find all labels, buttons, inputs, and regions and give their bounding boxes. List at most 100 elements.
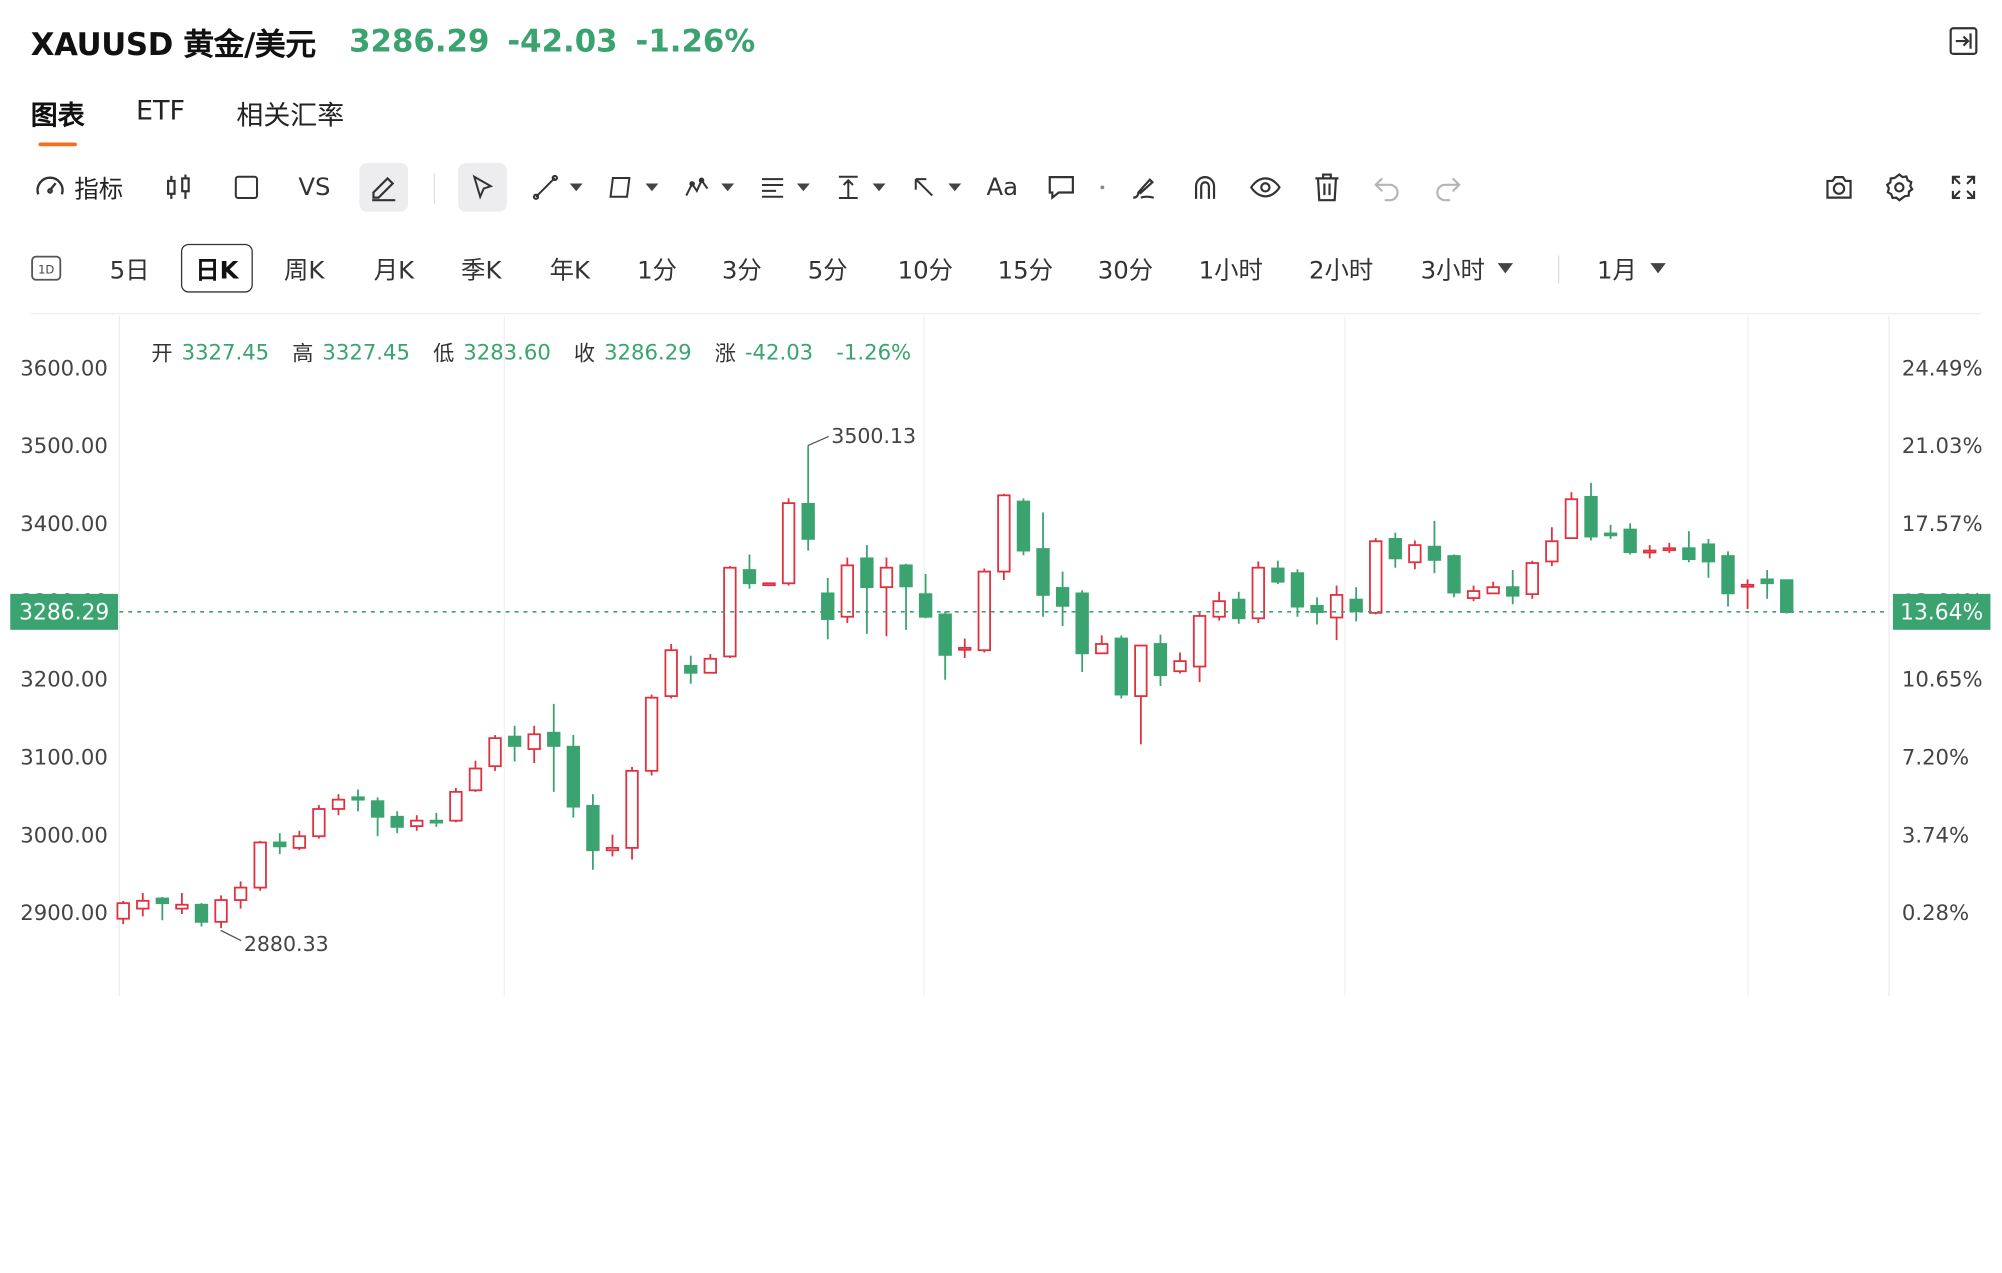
- tab-related-fx[interactable]: 相关汇率: [236, 100, 345, 131]
- period-2h[interactable]: 2小时: [1308, 256, 1374, 285]
- cursor-tool-button[interactable]: [458, 162, 507, 212]
- candle-up: [1212, 600, 1226, 618]
- candle-up: [664, 649, 678, 698]
- period-15min[interactable]: 15分: [997, 256, 1054, 285]
- candle-down: [684, 664, 698, 674]
- arrow-icon: [910, 173, 938, 201]
- fullscreen-button[interactable]: [1939, 163, 1988, 212]
- y-tick-label: 3600.00: [20, 355, 108, 380]
- arrow-tool-button[interactable]: [905, 163, 967, 212]
- current-pct-tag: [1892, 593, 1991, 630]
- period-daily[interactable]: 日K: [180, 243, 253, 293]
- period-monthly[interactable]: 月K: [373, 256, 415, 285]
- candle-down: [566, 745, 581, 808]
- period-5d[interactable]: 5日: [109, 256, 150, 285]
- candle-down: [1506, 586, 1520, 597]
- candle-down: [1153, 643, 1168, 677]
- candle-up: [214, 899, 228, 923]
- delete-drawings-button[interactable]: [1303, 163, 1352, 212]
- screenshot-button[interactable]: [1815, 163, 1864, 212]
- vs-label: VS: [298, 173, 331, 202]
- settings-button[interactable]: [1875, 163, 1924, 212]
- candle-up: [1192, 615, 1207, 668]
- header: XAUUSD 黄金/美元 3286.29 -42.03 -1.26%: [31, 15, 755, 66]
- rectangle-tool-button[interactable]: [222, 163, 271, 212]
- candle-up: [625, 769, 639, 849]
- period-yearly[interactable]: 年K: [549, 256, 590, 285]
- candle-down: [1701, 543, 1716, 563]
- tab-chart[interactable]: 图表: [31, 95, 85, 147]
- draw-tool-button[interactable]: [359, 162, 409, 212]
- period-1min[interactable]: 1分: [637, 256, 678, 285]
- magnet-button[interactable]: [1181, 163, 1230, 212]
- period-10min[interactable]: 10分: [897, 256, 953, 285]
- open-label: 开: [151, 341, 173, 366]
- redo-button[interactable]: [1423, 163, 1472, 212]
- pattern-tool-button[interactable]: [678, 163, 740, 212]
- candle-up: [879, 566, 894, 589]
- measure-tool-button[interactable]: [829, 163, 891, 212]
- pct-tick-label: 7.20%: [1902, 745, 1969, 770]
- text-tool-button[interactable]: Aa: [978, 163, 1027, 212]
- candle-up: [1329, 594, 1344, 619]
- price-change: -42.03: [507, 23, 618, 60]
- candle-up: [488, 737, 502, 768]
- candle-up: [1662, 547, 1676, 552]
- main-tabs: 图表 ETF 相关汇率: [31, 94, 396, 147]
- candle-up: [703, 657, 717, 674]
- candle-up: [175, 903, 189, 910]
- brush-tool-button[interactable]: [1119, 163, 1168, 212]
- shape-tool-button[interactable]: [602, 163, 664, 212]
- candle-up: [253, 841, 267, 889]
- fib-tool-button[interactable]: [753, 163, 815, 212]
- candle-down: [1623, 528, 1637, 554]
- high-value: 3327.45: [322, 339, 410, 364]
- candle-up: [1408, 544, 1422, 564]
- brush-icon: [1128, 172, 1159, 203]
- candle-down: [1055, 587, 1070, 607]
- chart-toolbar: 指标 VS: [26, 162, 1990, 214]
- period-30min[interactable]: 30分: [1097, 256, 1154, 285]
- range-label: 1月: [1597, 256, 1637, 285]
- current-pct-label: 13.64%: [1900, 601, 1983, 626]
- period-weekly[interactable]: 周K: [283, 256, 325, 285]
- period-quarterly[interactable]: 季K: [461, 256, 502, 285]
- candle-up: [1251, 566, 1265, 620]
- low-marker-label: 2880.33: [244, 932, 329, 956]
- toolbar-divider: [433, 173, 436, 205]
- candle-down: [938, 613, 952, 656]
- indicator-button[interactable]: 指标: [28, 163, 128, 212]
- vs-compare-button[interactable]: VS: [290, 163, 339, 212]
- comment-tool-button[interactable]: [1037, 163, 1086, 212]
- candle-down: [1036, 548, 1050, 596]
- chevron-down-icon: [872, 183, 886, 192]
- visibility-button[interactable]: [1241, 163, 1290, 212]
- last-price: 3286.29: [349, 23, 490, 60]
- period-3h-label: 3小时: [1420, 256, 1485, 285]
- svg-text:1D: 1D: [38, 262, 54, 276]
- candle-up: [468, 767, 483, 792]
- y-tick-label: 3000.00: [20, 822, 108, 847]
- period-1h[interactable]: 1小时: [1198, 256, 1263, 285]
- period-3h-dropdown[interactable]: 3小时: [1409, 244, 1525, 293]
- candle-up: [840, 564, 854, 618]
- close-label: 收: [573, 341, 596, 366]
- candle-type-button[interactable]: [154, 163, 203, 212]
- y-tick-label: 2900.00: [20, 900, 108, 925]
- period-1d-badge[interactable]: 1D: [31, 244, 62, 293]
- candle-up: [1466, 590, 1481, 599]
- undo-button[interactable]: [1363, 163, 1412, 212]
- candle-up: [449, 790, 463, 822]
- period-5min[interactable]: 5分: [807, 256, 848, 285]
- tab-etf[interactable]: ETF: [136, 94, 186, 126]
- period-3min[interactable]: 3分: [721, 256, 762, 285]
- cursor-icon: [468, 173, 496, 201]
- candle-down: [1780, 579, 1794, 613]
- trend-line-button[interactable]: [526, 163, 588, 212]
- fullscreen-icon: [1949, 173, 1977, 201]
- range-dropdown[interactable]: 1月: [1586, 244, 1676, 293]
- candle-down: [918, 593, 933, 618]
- collapse-panel-icon[interactable]: [1948, 26, 1979, 57]
- candle-up: [1643, 549, 1657, 554]
- candlestick-chart[interactable]: 3600.00 24.49% 3500.00 21.03% 3400.00 17.57% 3…: [0, 315, 2002, 996]
